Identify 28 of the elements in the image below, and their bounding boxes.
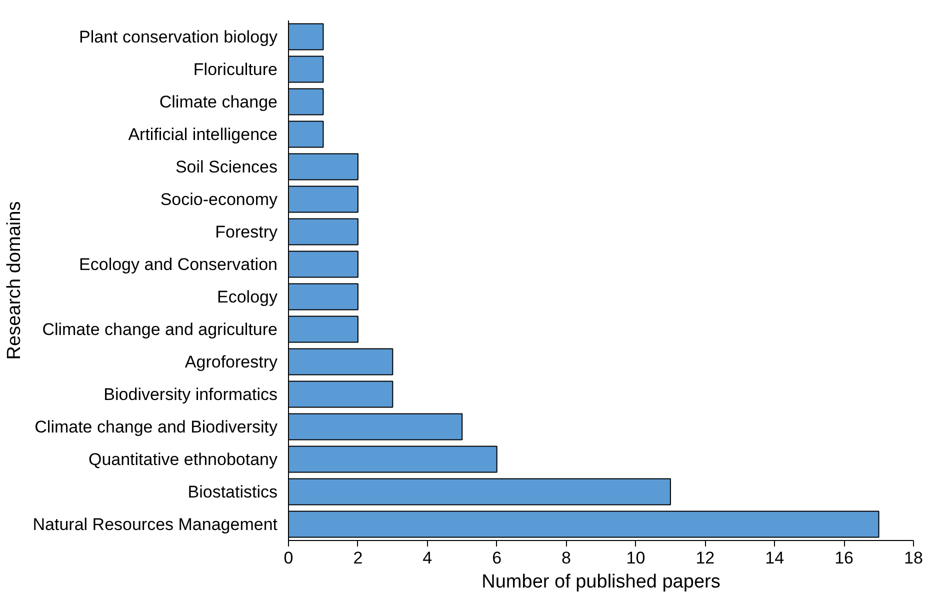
x-tick-label: 16	[834, 548, 854, 568]
x-tick-label: 6	[492, 548, 502, 568]
x-tick-label: 12	[696, 548, 715, 568]
y-tick-label: Agroforestry	[184, 352, 278, 372]
y-tick-label: Forestry	[215, 222, 278, 242]
y-tick-label: Soil Sciences	[175, 157, 278, 176]
y-tick-label: Quantitative ethnobotany	[88, 450, 278, 469]
x-tick-label: 10	[626, 548, 646, 568]
x-tick-label: 8	[562, 548, 572, 568]
x-tick-label: 2	[353, 548, 363, 568]
y-tick-label: Biostatistics	[188, 482, 278, 502]
y-tick-label: Biodiversity informatics	[104, 384, 278, 404]
x-tick-label: 14	[765, 548, 784, 568]
y-tick-label: Ecology and Conservation	[79, 254, 278, 274]
y-tick-label: Climate change and Biodiversity	[34, 417, 278, 436]
y-tick-label: Artificial intelligence	[128, 124, 278, 144]
y-tick-label: Plant conservation biology	[79, 27, 278, 46]
y-tick-label: Floriculture	[193, 60, 278, 79]
y-tick-label: Natural Resources Management	[32, 514, 278, 534]
y-tick-label: Climate change	[159, 92, 278, 112]
y-axis-title: Research domains	[4, 201, 25, 360]
x-tick-label: 4	[422, 548, 432, 568]
y-tick-label: Climate change and agriculture	[42, 320, 278, 339]
x-tick-label: 0	[284, 548, 294, 568]
x-tick-label: 18	[904, 548, 923, 568]
y-tick-label: Ecology	[217, 287, 278, 306]
x-axis-title: Number of published papers	[482, 572, 720, 592]
y-tick-label: Socio-economy	[160, 190, 278, 209]
